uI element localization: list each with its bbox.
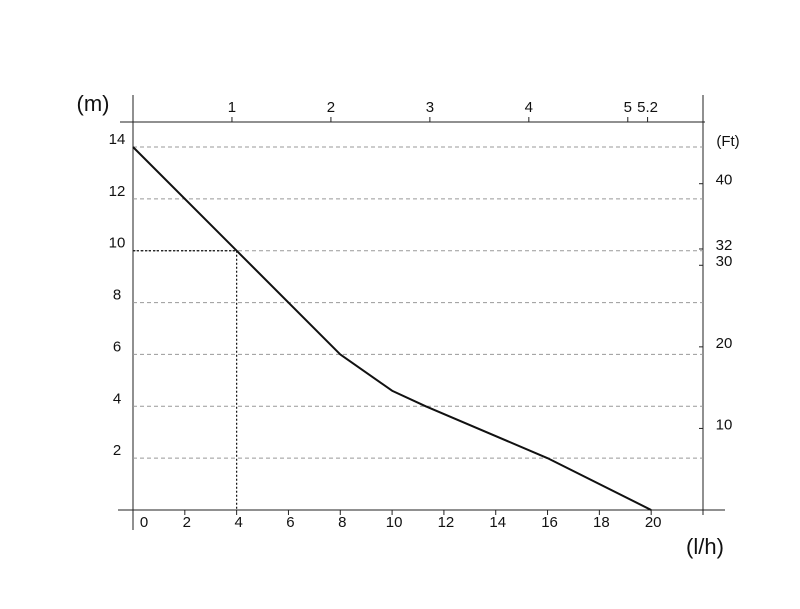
x-tick-label: 12 — [438, 514, 455, 531]
y2-axis-label: (Ft) — [716, 133, 739, 150]
y2-tick-label: 32 — [716, 237, 733, 254]
y2-tick-label: 40 — [716, 172, 733, 189]
x-axis-label: (l/h) — [686, 534, 724, 559]
x-tick-label: 8 — [338, 514, 346, 531]
x2-tick-label: 5 — [624, 99, 632, 116]
y2-tick-label: 10 — [716, 416, 733, 433]
x-tick-label: 0 — [140, 514, 148, 531]
x2-tick-label: 3 — [426, 99, 434, 116]
x2-tick-label: 5.2 — [637, 99, 658, 116]
y-tick-label: 14 — [109, 131, 126, 148]
x-tick-label: 20 — [645, 514, 662, 531]
y2-tick-label: 20 — [716, 335, 733, 352]
x2-tick-label: 1 — [228, 99, 236, 116]
x-tick-label: 4 — [234, 514, 242, 531]
y-tick-label: 2 — [113, 442, 121, 459]
y-tick-label: 6 — [113, 338, 121, 355]
data-line — [132, 146, 652, 511]
x-tick-label: 2 — [183, 514, 191, 531]
x-tick-label: 14 — [489, 514, 506, 531]
x-tick-label: 10 — [386, 514, 403, 531]
x-tick-label: 16 — [541, 514, 558, 531]
x-tick-label: 6 — [286, 514, 294, 531]
y-tick-label: 12 — [109, 183, 126, 200]
y-axis-label: (m) — [77, 91, 110, 116]
y-tick-label: 10 — [109, 235, 126, 252]
x2-tick-label: 4 — [525, 99, 533, 116]
x2-tick-label: 2 — [327, 99, 335, 116]
y-tick-label: 8 — [113, 287, 121, 304]
y2-tick-label: 30 — [716, 253, 733, 270]
y-tick-label: 4 — [113, 390, 121, 407]
x-tick-label: 18 — [593, 514, 610, 531]
